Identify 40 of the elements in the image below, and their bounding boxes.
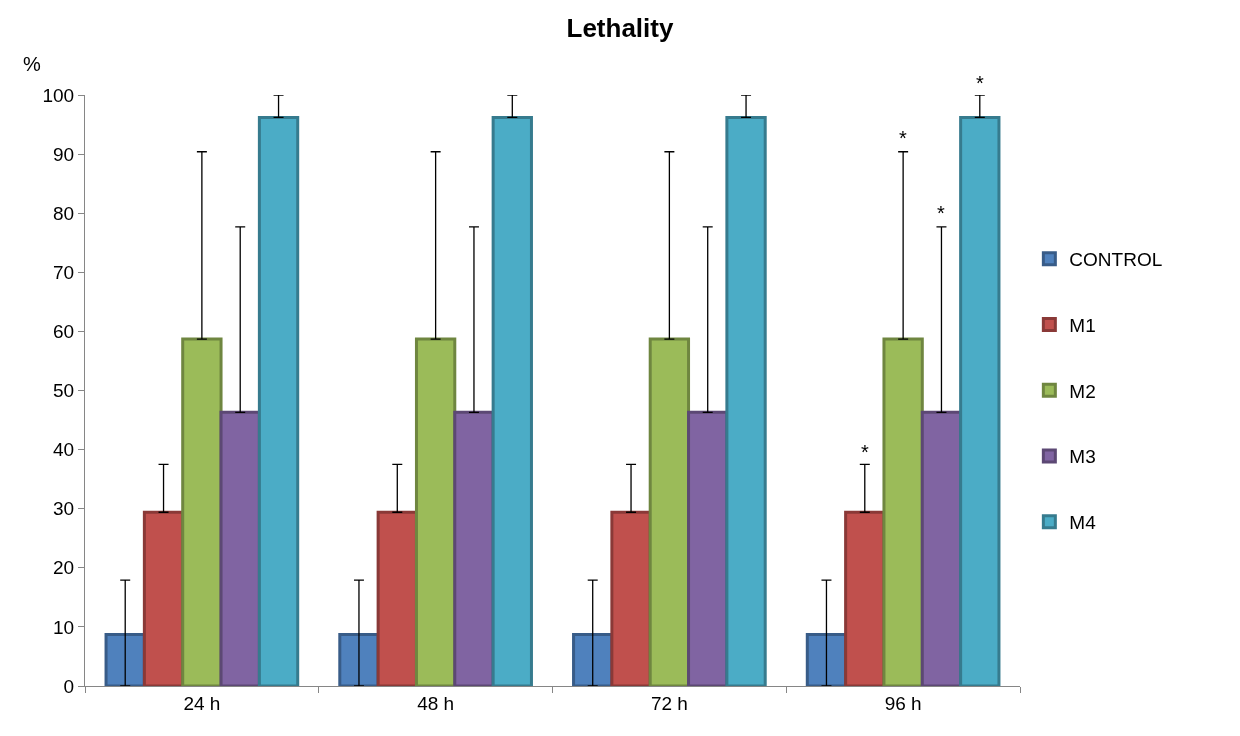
x-tick-label: 72 h (650, 692, 688, 714)
bar (648, 337, 691, 686)
legend-label: M1 (1069, 314, 1096, 336)
bar (104, 633, 146, 686)
bar (338, 633, 380, 686)
bar (453, 410, 495, 686)
bar (219, 410, 261, 686)
bar (725, 115, 767, 686)
y-tick-label: 10 (53, 616, 75, 638)
legend-label: M3 (1069, 446, 1096, 468)
y-tick-label: 70 (53, 261, 75, 283)
data-label: * (860, 441, 869, 464)
y-tick-label: 20 (53, 557, 75, 579)
bar (610, 510, 652, 686)
legend-label: M4 (1069, 512, 1097, 534)
data-label: * (975, 72, 984, 94)
bar (491, 115, 533, 686)
y-tick-label: 40 (53, 439, 75, 461)
x-tick-label: 48 h (417, 692, 455, 714)
bar (882, 337, 924, 686)
legend-label: M2 (1069, 380, 1096, 402)
annotation: * (899, 127, 907, 149)
bar (181, 337, 223, 686)
y-tick-label: 60 (53, 321, 75, 343)
y-tick-label: 100 (42, 84, 75, 106)
chart-title: Lethality (566, 12, 674, 43)
y-tick-label: 0 (63, 675, 75, 697)
y-axis-title: % (23, 53, 41, 75)
y-tick-label: 50 (53, 380, 75, 402)
annotation: * (937, 202, 945, 224)
y-tick-label: 30 (53, 498, 75, 520)
x-tick-label: 96 h (884, 692, 922, 714)
y-tick-label: 80 (53, 202, 75, 224)
bar (414, 337, 457, 686)
bar (376, 510, 418, 686)
bar (959, 115, 1001, 686)
bar (257, 115, 300, 686)
y-tick-label: 90 (53, 143, 75, 165)
x-tick-label: 24 h (183, 692, 221, 714)
legend-label: CONTROL (1069, 249, 1163, 271)
